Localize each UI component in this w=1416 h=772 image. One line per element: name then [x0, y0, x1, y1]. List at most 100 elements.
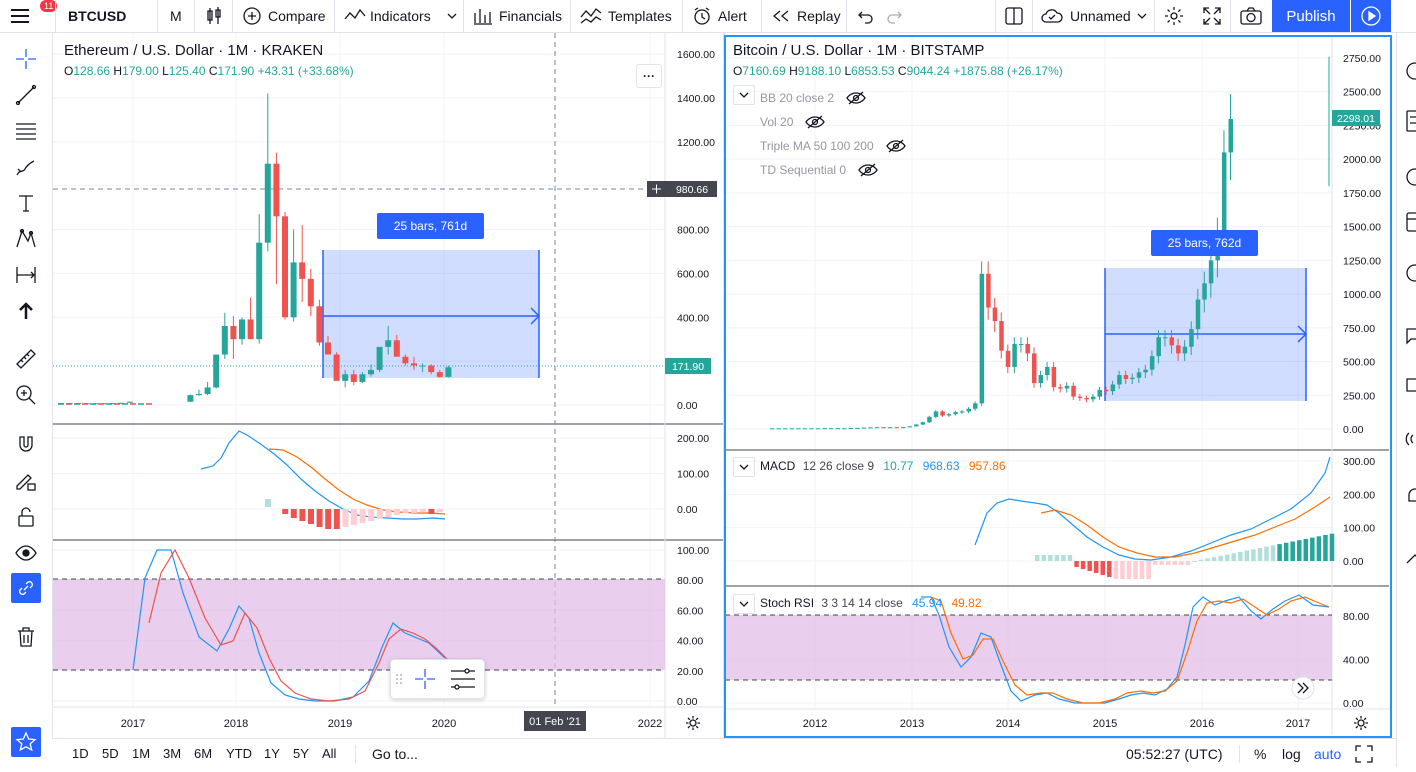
btc-candle-body [1149, 356, 1155, 370]
menu-button[interactable]: 11 [10, 0, 58, 32]
indicator-td-sequential[interactable]: TD Sequential 0 [760, 158, 906, 182]
scroll-to-realtime-button[interactable] [1291, 676, 1315, 700]
sync-drawings-tool[interactable] [11, 573, 41, 603]
alert-button[interactable]: Alert [692, 0, 747, 32]
eye-off-icon[interactable] [858, 162, 878, 178]
measure-range-tool[interactable] [12, 261, 40, 289]
financials-button[interactable]: Financials [473, 0, 562, 32]
calendar-icon[interactable] [1406, 212, 1416, 232]
range-all[interactable]: All [322, 746, 337, 761]
favorites-button[interactable] [11, 727, 41, 757]
crosshair-icon[interactable] [415, 669, 435, 689]
indicator-bb[interactable]: BB 20 close 2 [760, 86, 906, 110]
more-options-button[interactable]: ··· [636, 64, 662, 88]
publish-play-button[interactable] [1351, 0, 1391, 32]
chat-icon[interactable] [1406, 328, 1416, 345]
percent-scale-toggle[interactable]: % [1254, 745, 1267, 762]
notifications-icon[interactable] [1406, 378, 1416, 392]
symbol-search[interactable]: BTCUSD [68, 8, 127, 24]
drag-handle-icon[interactable] [396, 674, 402, 684]
chart-type-button[interactable] [205, 0, 223, 32]
macd-legend[interactable]: MACD 12 26 close 9 10.77 968.63 957.86 [760, 459, 1006, 473]
candle-body [204, 387, 211, 395]
maximize-chart-button[interactable] [1355, 739, 1373, 768]
macd-tick-label: 100.00 [677, 469, 709, 481]
stay-in-drawing-tool[interactable] [12, 467, 40, 495]
btc-macd-hist-bar [1074, 561, 1079, 567]
ideas-icon[interactable] [1406, 264, 1416, 282]
range-ytd[interactable]: YTD [226, 746, 252, 761]
time-scale[interactable]: 2017 2018 2019 2020 2022 [121, 718, 662, 730]
range-1y[interactable]: 1Y [264, 746, 280, 761]
brush-tool[interactable] [12, 153, 40, 181]
indicators-button[interactable]: Indicators [344, 0, 431, 32]
settings-button[interactable] [1164, 0, 1184, 32]
fib-tool[interactable] [12, 117, 40, 145]
crosshair-tool[interactable] [12, 45, 40, 73]
lock-drawings-tool[interactable] [12, 503, 40, 531]
trend-line-tool[interactable] [12, 81, 40, 109]
btc-stoch-rsi-pane [921, 594, 1330, 704]
stoch-rsi-legend[interactable]: Stoch RSI 3 3 14 14 close 45.94 49.82 [760, 596, 982, 610]
auto-scale-toggle[interactable]: auto [1314, 745, 1342, 762]
eye-off-icon[interactable] [805, 114, 826, 130]
hide-drawings-tool[interactable] [12, 539, 40, 567]
eye-off-icon[interactable] [846, 90, 866, 106]
btc-time-tick-label: 2016 [1190, 718, 1214, 730]
range-6m[interactable]: 6M [194, 746, 213, 761]
bell-icon[interactable] [1408, 488, 1416, 502]
indicators-dropdown[interactable] [446, 0, 458, 32]
btc-candle-body [874, 427, 880, 429]
line-settings-icon[interactable] [451, 668, 475, 690]
text-tool[interactable] [12, 189, 40, 217]
save-layout-button[interactable]: Unnamed [1040, 0, 1131, 32]
axis-settings-gear-icon[interactable] [686, 716, 700, 730]
interval-button[interactable]: M [170, 8, 182, 24]
pattern-tool[interactable] [12, 225, 40, 253]
data-window-icon[interactable] [1406, 110, 1416, 132]
templates-button[interactable]: Templates [580, 0, 672, 32]
ruler-tool[interactable] [12, 345, 40, 373]
compare-button[interactable]: Compare [242, 0, 326, 32]
indicator-vol[interactable]: Vol 20 [760, 110, 906, 134]
magnet-tool[interactable] [12, 431, 40, 459]
btc-axis-settings-gear-icon[interactable] [1354, 716, 1368, 730]
eye-off-icon[interactable] [885, 138, 906, 154]
redo-button[interactable] [885, 0, 903, 32]
price-tick-label: 800.00 [677, 225, 709, 237]
remove-drawings-tool[interactable] [12, 623, 40, 651]
range-1m[interactable]: 1M [132, 746, 151, 761]
range-3m[interactable]: 3M [163, 746, 182, 761]
range-5d[interactable]: 5D [102, 746, 119, 761]
goto-date-button[interactable]: Go to... [372, 745, 418, 762]
publish-button[interactable]: Publish [1272, 0, 1350, 32]
stoch-collapse-button[interactable] [733, 594, 755, 614]
btc-candle-body [1143, 369, 1148, 373]
fullscreen-button[interactable] [1203, 0, 1221, 32]
layout-select-button[interactable] [1005, 0, 1023, 32]
collapse-panel-icon[interactable] [1406, 554, 1416, 564]
alerts-panel-icon[interactable] [1406, 168, 1416, 186]
log-scale-toggle[interactable]: log [1282, 745, 1301, 762]
eth-chart-pane[interactable]: 1600.001400.001200.001000.00800.00600.00… [53, 33, 723, 738]
range-5y[interactable]: 5Y [293, 746, 309, 761]
floating-drawing-toolbar[interactable] [390, 659, 485, 699]
layout-menu-dropdown[interactable] [1136, 0, 1148, 32]
undo-button[interactable] [857, 0, 875, 32]
btc-price-scale[interactable]: 2750.002500.002250.002000.001750.001500.… [1343, 53, 1381, 710]
btc-chart-pane[interactable]: 2750.002500.002250.002000.001750.001500.… [725, 35, 1389, 735]
link-icon [19, 581, 33, 595]
zoom-tool[interactable] [12, 381, 40, 409]
collapse-indicators-button[interactable] [733, 85, 755, 105]
replay-button[interactable]: Replay [771, 0, 841, 32]
clock-timezone[interactable]: 05:52:27 (UTC) [1126, 745, 1223, 762]
snapshot-button[interactable] [1240, 0, 1262, 32]
watchlist-icon[interactable] [1406, 62, 1416, 80]
indicator-triple-ma[interactable]: Triple MA 50 100 200 [760, 134, 906, 158]
range-1d[interactable]: 1D [72, 746, 89, 761]
date-range-measure[interactable] [323, 250, 539, 378]
macd-collapse-button[interactable] [733, 457, 755, 477]
collapse-tools-button[interactable] [12, 297, 40, 325]
streams-icon[interactable] [1405, 432, 1414, 446]
btc-time-scale[interactable]: 2012 2013 2014 2015 2016 2017 [803, 718, 1310, 730]
